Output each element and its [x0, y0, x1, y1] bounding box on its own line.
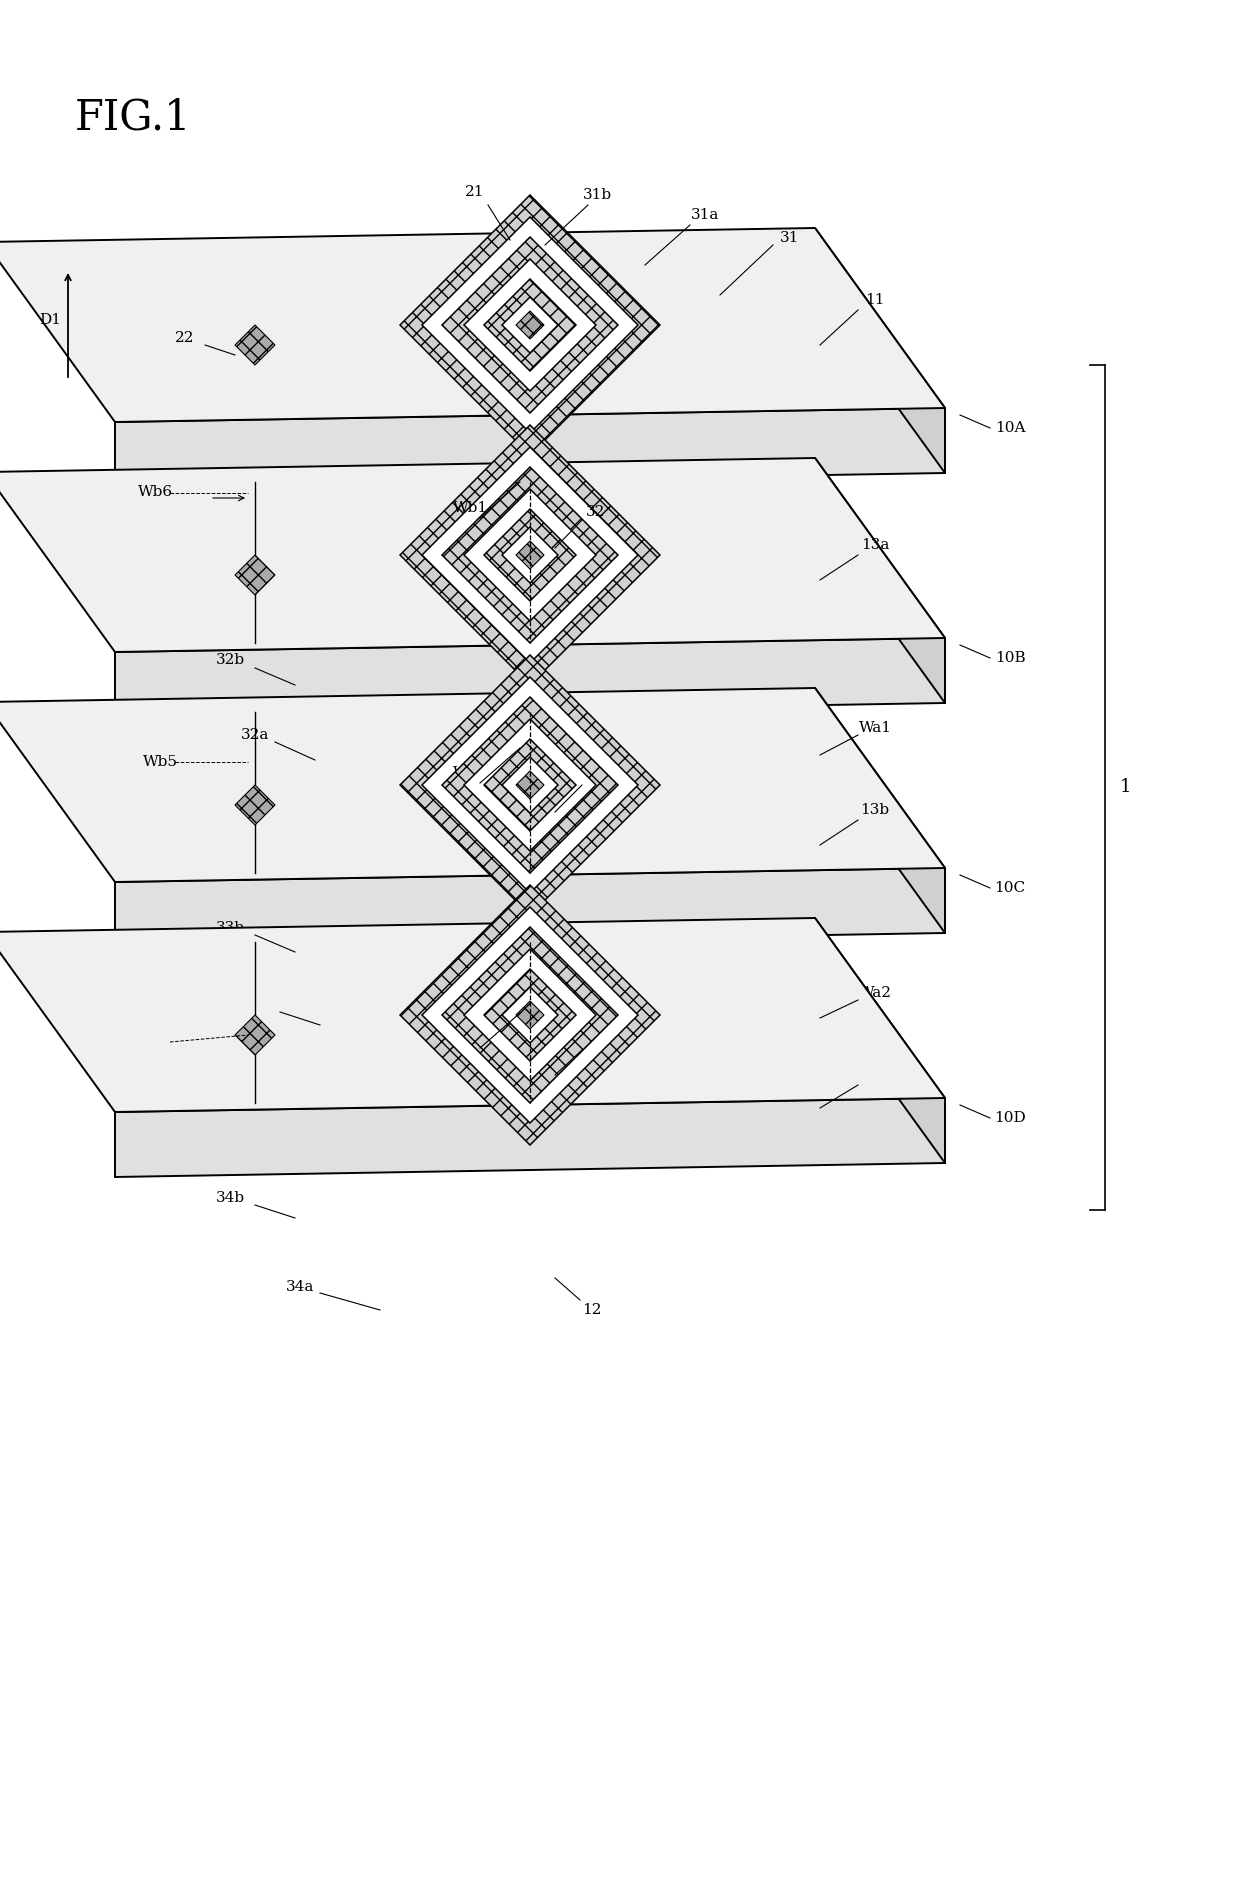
Polygon shape [516, 771, 544, 799]
Polygon shape [441, 927, 618, 1104]
Polygon shape [502, 988, 558, 1043]
Text: 34b: 34b [216, 1191, 244, 1205]
Polygon shape [464, 259, 596, 390]
Polygon shape [401, 655, 660, 915]
Polygon shape [401, 885, 660, 1146]
Text: 21: 21 [465, 185, 485, 200]
Text: 12: 12 [583, 1304, 601, 1317]
Polygon shape [516, 1001, 544, 1030]
Text: 10C: 10C [994, 881, 1025, 894]
Text: D1: D1 [38, 312, 61, 327]
Text: 31: 31 [780, 230, 800, 245]
Text: FIG.1: FIG.1 [74, 97, 191, 139]
Text: Wa2: Wa2 [858, 986, 892, 999]
Polygon shape [0, 917, 945, 1111]
Polygon shape [502, 757, 558, 813]
Polygon shape [484, 280, 577, 371]
Polygon shape [236, 325, 275, 365]
Text: 13c: 13c [861, 1068, 889, 1083]
Polygon shape [464, 950, 596, 1081]
Text: 10A: 10A [994, 421, 1025, 436]
Polygon shape [115, 1098, 945, 1176]
Text: 31b: 31b [583, 188, 611, 202]
Text: 11: 11 [866, 293, 885, 306]
Text: 32a: 32a [241, 729, 269, 742]
Text: 1: 1 [1120, 778, 1131, 795]
Text: Wb3: Wb3 [453, 1031, 487, 1045]
Polygon shape [484, 738, 577, 832]
Polygon shape [502, 527, 558, 582]
Polygon shape [236, 786, 275, 826]
Polygon shape [815, 917, 945, 1163]
Text: Wb4: Wb4 [133, 1035, 167, 1049]
Polygon shape [484, 508, 577, 601]
Polygon shape [422, 677, 639, 893]
Text: 10B: 10B [994, 651, 1025, 664]
Polygon shape [236, 1014, 275, 1054]
Polygon shape [516, 540, 544, 569]
Polygon shape [115, 407, 945, 487]
Polygon shape [115, 868, 945, 948]
Polygon shape [815, 228, 945, 474]
Polygon shape [502, 297, 558, 352]
Text: 13b: 13b [861, 803, 889, 816]
Text: Wa1: Wa1 [858, 721, 892, 735]
Text: Wb2: Wb2 [453, 767, 487, 780]
Text: 10D: 10D [994, 1111, 1025, 1125]
Text: Wb1: Wb1 [453, 500, 487, 516]
Polygon shape [236, 556, 275, 596]
Polygon shape [422, 217, 639, 434]
Polygon shape [422, 447, 639, 662]
Polygon shape [0, 459, 945, 653]
Text: 33: 33 [587, 771, 605, 786]
Text: 33b: 33b [216, 921, 244, 934]
Text: 31a: 31a [691, 207, 719, 223]
Text: 13a: 13a [861, 539, 889, 552]
Text: 34a: 34a [285, 1281, 314, 1294]
Text: 34: 34 [587, 1035, 605, 1050]
Polygon shape [464, 489, 596, 620]
Text: 32b: 32b [216, 653, 244, 666]
Polygon shape [422, 908, 639, 1123]
Text: 32: 32 [587, 504, 605, 520]
Polygon shape [0, 228, 945, 422]
Polygon shape [0, 689, 945, 881]
Polygon shape [441, 238, 618, 413]
Polygon shape [464, 719, 596, 851]
Text: Wb6: Wb6 [138, 485, 172, 499]
Text: 22: 22 [175, 331, 195, 344]
Polygon shape [815, 689, 945, 932]
Polygon shape [484, 969, 577, 1062]
Text: 33a: 33a [246, 997, 274, 1012]
Polygon shape [441, 696, 618, 873]
Polygon shape [815, 459, 945, 702]
Polygon shape [401, 424, 660, 685]
Polygon shape [115, 638, 945, 717]
Polygon shape [441, 466, 618, 643]
Polygon shape [516, 310, 544, 339]
Polygon shape [401, 194, 660, 455]
Text: Wb5: Wb5 [143, 755, 177, 769]
